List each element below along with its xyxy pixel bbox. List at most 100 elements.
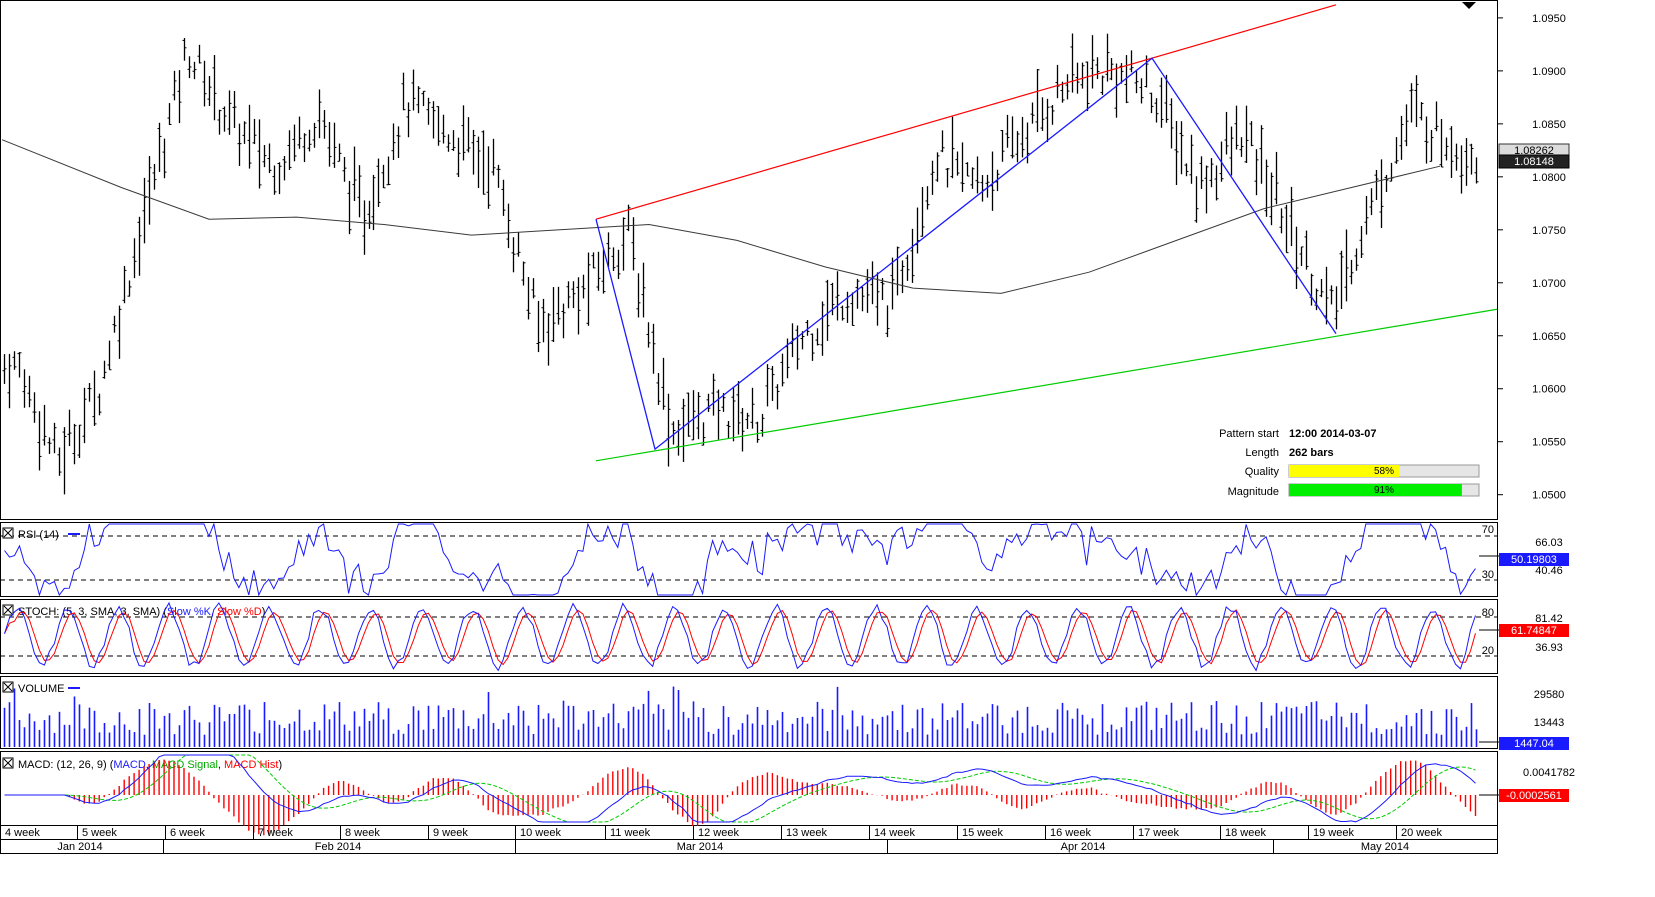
- week-label: 13 week: [786, 827, 827, 839]
- moving-average: [1, 139, 1441, 294]
- price-bars: [2, 33, 1479, 495]
- price-label-high: 1.08262: [1498, 143, 1570, 158]
- volume-close-cross-icon: [3, 682, 13, 692]
- week-label: 6 week: [170, 827, 205, 839]
- stoch-tick-80: 80: [1482, 607, 1494, 619]
- week-label: 16 week: [1050, 827, 1091, 839]
- price-axis-ticks: 1.0950 1.0900 1.0850 1.0800 1.0750 1.0700 1.06…: [1497, 13, 1566, 502]
- price-panel-frame: [0, 0, 1498, 520]
- week-label: 11 week: [610, 827, 651, 839]
- stoch-panel-frame: [0, 599, 1498, 674]
- week-label: 14 week: [874, 827, 915, 839]
- stoch-panel: STOCH: (5, 3, SMA, 3, SMA) (Slow %K, Slo…: [0, 601, 1569, 672]
- month-label: Jan 2014: [57, 841, 102, 853]
- macd-title: MACD: (12, 26, 9) (MACD, MACD Signal, MA…: [18, 759, 282, 771]
- pattern-length-label: Length: [1245, 447, 1279, 459]
- rsi-close-cross-icon: [3, 528, 13, 538]
- macd-title-prefix: MACD: (12, 26, 9): [18, 759, 107, 771]
- macd-hist-label: MACD Hist: [224, 759, 278, 771]
- week-label: 12 week: [698, 827, 739, 839]
- panel-frames: [0, 0, 1498, 854]
- stoch-k-line: [4, 601, 1476, 672]
- magnitude-label: Magnitude: [1228, 486, 1279, 498]
- volume-bars: [3, 686, 1478, 747]
- stoch-d-label: Slow %D: [217, 606, 262, 618]
- stoch-close-cross-icon: [3, 605, 13, 615]
- week-label: 5 week: [82, 827, 117, 839]
- price-label-low-text: 1.08148: [1514, 156, 1554, 168]
- quality-value: 58%: [1374, 466, 1394, 477]
- macd-current-value: -0.0002561: [1506, 790, 1562, 802]
- macd-signal-label: MACD Signal: [152, 759, 218, 771]
- week-label: 7 week: [258, 827, 293, 839]
- stoch-title-prefix: STOCH: (5, 3, SMA, 3, SMA): [18, 606, 160, 618]
- week-label: 19 week: [1313, 827, 1354, 839]
- stoch-title: STOCH: (5, 3, SMA, 3, SMA) (Slow %K, Slo…: [18, 606, 265, 618]
- price-tick-label: 1.0750: [1532, 225, 1566, 237]
- magnitude-bar-fill: [1289, 484, 1462, 496]
- rsi-line: [4, 522, 1476, 597]
- macd-tick-high: 0.0041782: [1523, 767, 1575, 779]
- macd-current-box: [1499, 789, 1569, 802]
- ma-line: [1, 139, 1441, 294]
- pattern-start-value: 12:00 2014-03-07: [1289, 428, 1376, 440]
- week-label: 20 week: [1401, 827, 1442, 839]
- pattern-zigzag: [595, 57, 1337, 451]
- rsi-panel-frame: [0, 522, 1498, 597]
- month-label: Apr 2014: [1061, 841, 1106, 853]
- rsi-tick-max: 66.03: [1535, 537, 1563, 549]
- month-label: Feb 2014: [315, 841, 361, 853]
- volume-tick-mid: 13443: [1534, 717, 1565, 729]
- price-label-low: 1.08148: [1498, 154, 1570, 169]
- month-label: May 2014: [1361, 841, 1409, 853]
- quality-bar-fill: [1289, 465, 1400, 477]
- month-axis: Jan 2014 Feb 2014 Mar 2014 Apr 2014 May 2014: [57, 840, 1409, 853]
- pattern-upper-line: [595, 4, 1337, 220]
- rsi-tick-min: 40.46: [1535, 565, 1563, 577]
- price-tick-label: 1.0850: [1532, 119, 1566, 131]
- volume-panel: VOLUME 29580 13443 1447.04: [2, 681, 1569, 750]
- rsi-title: RSI (14): [18, 529, 59, 541]
- rsi-current-value: 50.19803: [1511, 554, 1557, 566]
- week-label: 15 week: [962, 827, 1003, 839]
- price-tick-label: 1.0500: [1532, 490, 1566, 502]
- stoch-current-box: [1499, 624, 1569, 637]
- volume-current-box: [1499, 737, 1569, 750]
- week-label: 4 week: [5, 827, 40, 839]
- price-tick-label: 1.0650: [1532, 331, 1566, 343]
- week-label: 8 week: [345, 827, 380, 839]
- week-axis-frame: [0, 825, 1498, 840]
- volume-panel-frame: [0, 676, 1498, 749]
- week-label: 17 week: [1138, 827, 1179, 839]
- quality-label: Quality: [1245, 466, 1280, 478]
- pattern-lower-line: [595, 308, 1498, 462]
- pattern-lines: [595, 4, 1498, 462]
- price-tick-label: 1.0900: [1532, 66, 1566, 78]
- week-label: 18 week: [1225, 827, 1266, 839]
- month-axis-frame: [0, 839, 1498, 854]
- stoch-current-value: 61.74847: [1511, 625, 1557, 637]
- stoch-d-line: [4, 607, 1476, 666]
- week-label: 9 week: [433, 827, 468, 839]
- stoch-tick-20: 20: [1482, 645, 1494, 657]
- scroll-marker-icon[interactable]: [1462, 2, 1476, 9]
- macd-line: [4, 754, 1476, 823]
- price-tick-label: 1.0950: [1532, 13, 1566, 25]
- price-tick-label: 1.0800: [1532, 172, 1566, 184]
- magnitude-value: 91%: [1374, 485, 1394, 496]
- price-tick-label: 1.0700: [1532, 278, 1566, 290]
- rsi-tick-70: 70: [1482, 524, 1494, 536]
- rsi-current-box: [1499, 553, 1569, 566]
- macd-close-cross-icon: [3, 758, 13, 768]
- stoch-tick-min: 36.93: [1535, 642, 1563, 654]
- month-label: Mar 2014: [677, 841, 723, 853]
- macd-panel: MACD: (12, 26, 9) (MACD, MACD Signal, MA…: [2, 754, 1575, 836]
- pattern-info: Pattern start 12:00 2014-03-07 Length 26…: [1219, 428, 1480, 498]
- price-label-high-text: 1.08262: [1514, 145, 1554, 157]
- pattern-start-label: Pattern start: [1219, 428, 1279, 440]
- volume-title: VOLUME: [18, 683, 64, 695]
- week-axis: 4 week 5 week 6 week 7 week 8 week 9 week 10 w…: [0, 826, 1442, 839]
- rsi-tick-30: 30: [1482, 569, 1494, 581]
- volume-tick-high: 29580: [1534, 689, 1565, 701]
